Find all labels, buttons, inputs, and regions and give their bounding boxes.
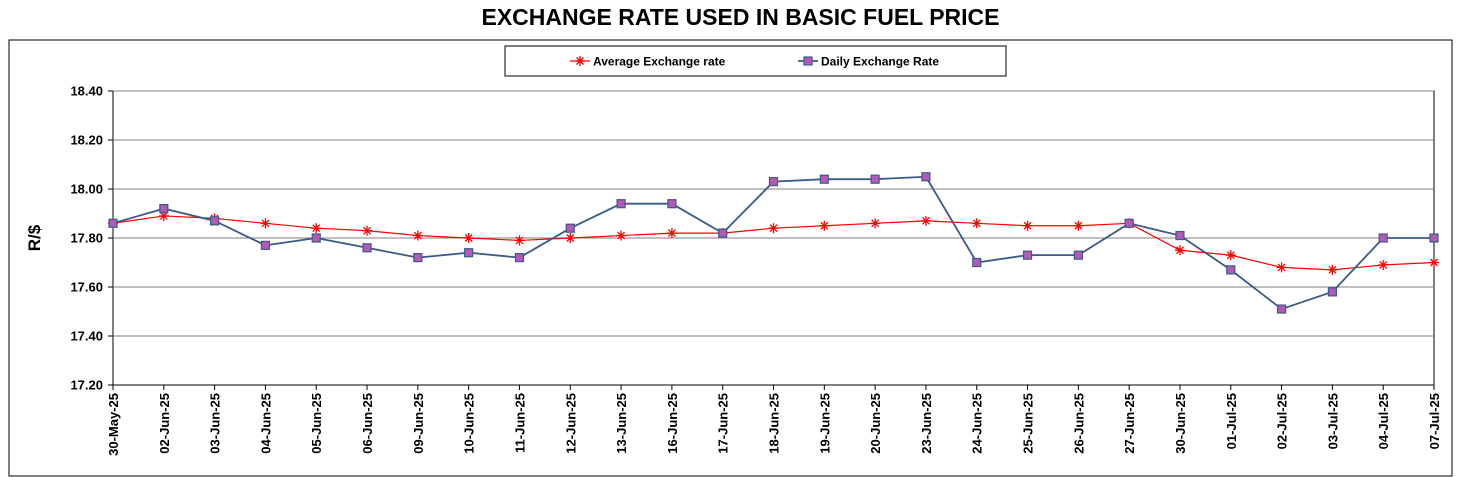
legend: Average Exchange rate Daily Exchange Rate <box>504 45 1007 77</box>
chart-title: EXCHANGE RATE USED IN BASIC FUEL PRICE <box>481 4 1000 30</box>
daily-rate-point <box>972 257 982 268</box>
average-rate-point <box>1073 220 1084 231</box>
x-axis-ticks: 30-May-25 02-Jun-25 03-Jun-25 04-Jun-25 05-J… <box>106 385 1442 456</box>
average-rate-point <box>260 218 271 229</box>
daily-rate-point <box>921 172 931 182</box>
daily-rate-point <box>1429 233 1439 243</box>
x-tick-label: 30-May-25 <box>106 393 121 456</box>
daily-rate-point <box>159 204 169 214</box>
daily-rate-point <box>768 177 779 187</box>
x-tick-label: 02-Jul-25 <box>1275 393 1290 449</box>
x-tick-label: 05-Jun-25 <box>309 393 324 454</box>
average-rate-point <box>412 230 423 241</box>
average-rate-point <box>1327 264 1338 275</box>
average-rate-point <box>362 225 373 236</box>
y-tick-label: 17.80 <box>70 231 103 246</box>
x-tick-label: 04-Jun-25 <box>258 393 273 454</box>
x-tick-label: 09-Jun-25 <box>411 393 426 454</box>
daily-rate-point <box>565 223 575 233</box>
x-tick-label: 13-Jun-25 <box>614 393 629 454</box>
average-rate-point <box>311 223 322 234</box>
daily-rate-point <box>1073 250 1083 260</box>
gridlines <box>113 90 1434 337</box>
x-tick-label: 12-Jun-25 <box>563 393 578 454</box>
average-rate-point <box>666 228 677 239</box>
legend-marker <box>803 56 813 66</box>
average-rate-point <box>1276 262 1287 273</box>
daily-rate-point <box>1175 230 1185 241</box>
x-tick-label: 26-Jun-25 <box>1071 393 1086 454</box>
average-rate-point <box>870 218 881 229</box>
y-tick-label: 18.40 <box>70 84 103 99</box>
daily-rate-point <box>718 228 728 238</box>
average-rate-point <box>1378 259 1389 270</box>
legend-item-daily: Daily Exchange Rate <box>798 55 939 69</box>
x-tick-label: 03-Jun-25 <box>208 393 223 454</box>
average-rate-point <box>1429 257 1439 268</box>
y-tick-label: 17.60 <box>70 280 103 295</box>
x-tick-label: 06-Jun-25 <box>360 393 375 454</box>
x-tick-label: 24-Jun-25 <box>970 393 985 454</box>
daily-rate-point <box>819 174 829 184</box>
series-markers <box>108 172 1439 314</box>
average-rate-point <box>1022 220 1033 231</box>
x-tick-label: 23-Jun-25 <box>919 393 934 454</box>
legend-item-average: Average Exchange rate <box>570 55 726 69</box>
y-tick-label: 18.20 <box>70 133 103 148</box>
x-tick-label: 01-Jul-25 <box>1224 393 1239 449</box>
x-tick-label: 25-Jun-25 <box>1021 393 1036 454</box>
daily-rate-point <box>514 253 525 263</box>
average-rate-point <box>971 218 982 229</box>
y-axis-label: R/$ <box>25 224 44 251</box>
x-tick-label: 03-Jul-25 <box>1325 393 1340 449</box>
daily-rate-point <box>1022 250 1033 260</box>
average-rate-point <box>616 230 627 241</box>
y-axis-ticks: 17.20 17.40 17.60 17.80 18.00 18.20 18.40 <box>70 84 113 393</box>
daily-rate-point <box>311 233 321 243</box>
daily-rate-point <box>1124 218 1134 228</box>
x-tick-label: 11-Jun-25 <box>512 393 527 453</box>
x-tick-label: 20-Jun-25 <box>868 393 883 454</box>
average-rate-point <box>514 235 525 246</box>
average-rate-point <box>819 220 830 231</box>
x-tick-label: 17-Jun-25 <box>716 393 731 454</box>
x-tick-label: 07-Jul-25 <box>1427 393 1442 449</box>
legend-marker <box>575 56 585 66</box>
daily-rate-point <box>1226 265 1236 275</box>
average-rate-point <box>463 233 474 243</box>
average-rate-point <box>768 223 779 234</box>
legend-label: Average Exchange rate <box>593 55 726 69</box>
daily-rate-point <box>616 199 626 209</box>
y-tick-label: 17.20 <box>70 378 103 393</box>
x-tick-label: 27-Jun-25 <box>1122 393 1137 454</box>
daily-rate-point <box>210 216 220 226</box>
average-rate-point <box>1174 245 1185 256</box>
daily-rate-point <box>413 253 423 263</box>
y-tick-label: 18.00 <box>70 182 103 197</box>
x-tick-label: 02-Jun-25 <box>157 393 172 454</box>
x-tick-label: 18-Jun-25 <box>767 393 782 454</box>
daily-rate-point <box>667 199 677 209</box>
daily-rate-point <box>1327 287 1337 297</box>
daily-rate-point <box>1378 233 1388 243</box>
daily-rate-point <box>260 240 271 250</box>
daily-rate-point <box>1276 304 1287 314</box>
legend-label: Daily Exchange Rate <box>821 55 939 69</box>
daily-rate-point <box>870 174 880 184</box>
average-rate-point <box>1225 250 1236 261</box>
x-tick-label: 16-Jun-25 <box>665 393 680 454</box>
average-rate-point <box>565 233 576 243</box>
x-tick-label: 19-Jun-25 <box>817 393 832 454</box>
x-tick-label: 30-Jun-25 <box>1173 393 1188 454</box>
daily-rate-point <box>108 218 118 228</box>
daily-rate-point <box>362 243 372 253</box>
x-tick-label: 10-Jun-25 <box>462 393 477 454</box>
x-tick-label: 04-Jul-25 <box>1376 393 1391 449</box>
daily-rate-point <box>464 248 474 258</box>
y-tick-label: 17.40 <box>70 329 103 344</box>
average-rate-point <box>920 215 931 226</box>
